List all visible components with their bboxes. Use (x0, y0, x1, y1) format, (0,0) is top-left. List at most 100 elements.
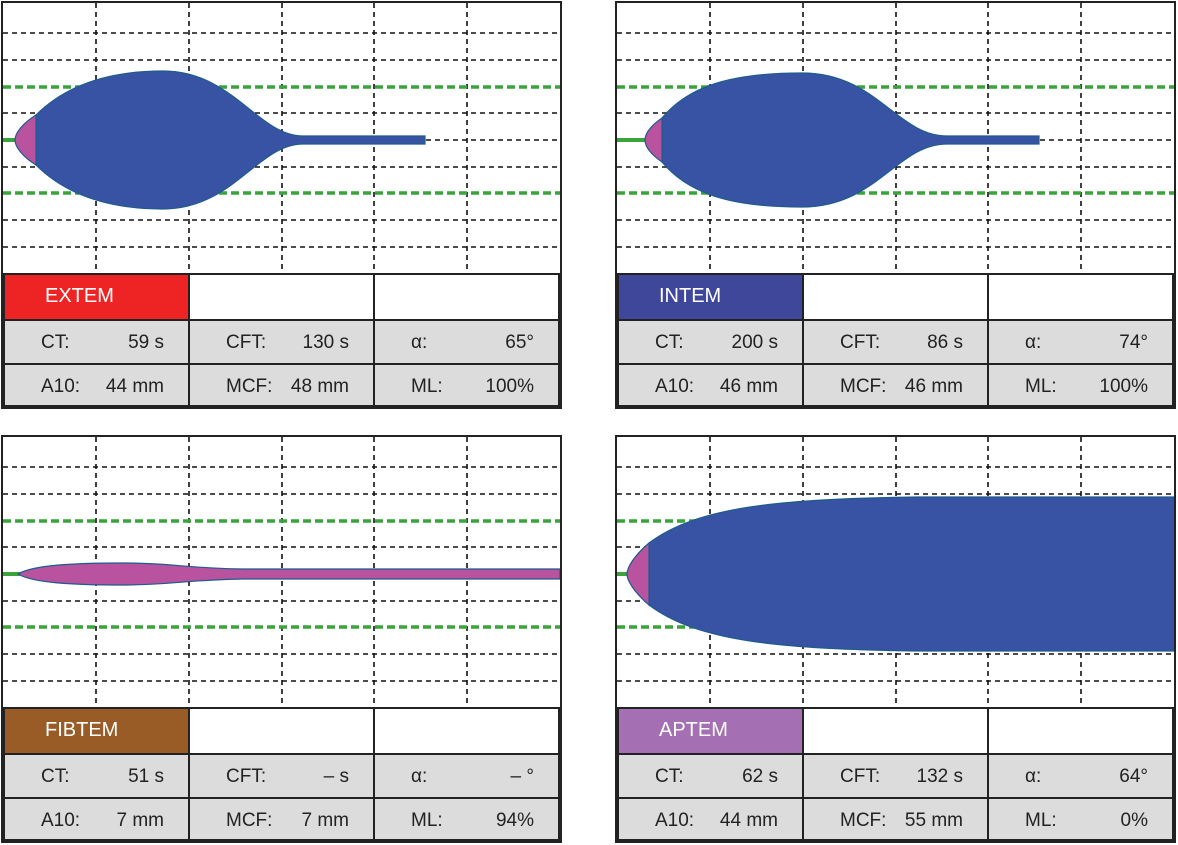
assay-label: FIBTEM (3, 707, 190, 755)
temogram (617, 3, 1174, 273)
parameter-name: ML: (1025, 376, 1057, 397)
parameter-value: 94% (495, 810, 534, 831)
clot-trace (35, 70, 426, 210)
parameter-value: 46 mm (719, 376, 778, 397)
parameter-value: 46 mm (904, 376, 963, 397)
parameter-name: α: (411, 766, 428, 787)
parameter-name: CT: (41, 332, 70, 353)
parameter-value: 130 s (302, 332, 349, 353)
parameter-name: MCF: (840, 376, 887, 397)
empty-cell (802, 707, 989, 755)
parameter-name: α: (411, 332, 428, 353)
parameter-cell: A10: 7 mm (3, 797, 190, 841)
parameter-cell: MCF: 7 mm (188, 797, 375, 841)
parameter-value: 62 s (742, 766, 778, 787)
clot-trace (661, 72, 1040, 208)
clot-trace (648, 496, 1174, 652)
panel-intem: INTEM CT: 200 s CFT: 86 s α: 74° A10: 46… (615, 1, 1176, 409)
parameter-name: ML: (411, 810, 443, 831)
parameter-value: 100% (1099, 376, 1148, 397)
parameter-value: 44 mm (105, 376, 164, 397)
parameter-cell: CT: 59 s (3, 319, 190, 365)
parameter-cell: ML: 0% (987, 797, 1174, 841)
parameter-cell: ML: 94% (373, 797, 560, 841)
assay-label: APTEM (617, 707, 804, 755)
parameter-cell: ML: 100% (373, 363, 560, 407)
parameter-cell: ML: 100% (987, 363, 1174, 407)
parameter-value: 7 mm (116, 810, 165, 831)
parameter-value: 132 s (916, 766, 963, 787)
parameter-cell: A10: 44 mm (3, 363, 190, 407)
temogram (3, 3, 560, 273)
parameter-value: 74° (1119, 332, 1148, 353)
parameter-name: MCF: (226, 810, 273, 831)
parameter-cell: CFT: 132 s (802, 753, 989, 799)
early-phase-trace (14, 113, 37, 167)
parameter-value: 86 s (927, 332, 963, 353)
panel-fibtem: FIBTEM CT: 51 s CFT: – s α: – ° A10: 7 m… (1, 435, 562, 843)
parameter-cell: MCF: 46 mm (802, 363, 989, 407)
parameter-name: A10: (41, 810, 81, 831)
empty-cell (987, 707, 1174, 755)
results-table: FIBTEM CT: 51 s CFT: – s α: – ° A10: 7 m… (3, 707, 560, 841)
parameter-cell: CFT: 130 s (188, 319, 375, 365)
parameter-cell: CFT: – s (188, 753, 375, 799)
parameter-value: – ° (510, 766, 534, 787)
parameter-name: CFT: (840, 766, 881, 787)
parameter-name: CT: (41, 766, 70, 787)
early-phase-trace (644, 116, 663, 164)
parameter-value: 0% (1120, 810, 1148, 831)
parameter-name: CFT: (840, 332, 881, 353)
parameter-value: 65° (505, 332, 534, 353)
empty-cell (373, 707, 560, 755)
parameter-value: 200 s (731, 332, 778, 353)
parameter-value: 55 mm (904, 810, 963, 831)
parameter-name: MCF: (226, 376, 273, 397)
empty-cell (188, 273, 375, 321)
empty-cell (802, 273, 989, 321)
temogram (617, 437, 1174, 707)
parameter-cell: α: 74° (987, 319, 1174, 365)
panel-extem: EXTEM CT: 59 s CFT: 130 s α: 65° A10: 44… (1, 1, 562, 409)
parameter-cell: CFT: 86 s (802, 319, 989, 365)
early-phase-trace (626, 541, 650, 607)
parameter-name: A10: (41, 376, 81, 397)
parameter-name: α: (1025, 332, 1042, 353)
empty-cell (373, 273, 560, 321)
panel-aptem: APTEM CT: 62 s CFT: 132 s α: 64° A10: 44… (615, 435, 1176, 843)
parameter-value: – s (323, 766, 349, 787)
assay-label: EXTEM (3, 273, 190, 321)
parameter-value: 48 mm (290, 376, 349, 397)
parameter-name: CFT: (226, 766, 267, 787)
parameter-cell: MCF: 48 mm (188, 363, 375, 407)
parameter-name: MCF: (840, 810, 887, 831)
parameter-cell: α: – ° (373, 753, 560, 799)
parameter-cell: CT: 62 s (617, 753, 804, 799)
parameter-value: 100% (485, 376, 534, 397)
parameter-cell: CT: 51 s (3, 753, 190, 799)
parameter-value: 59 s (128, 332, 164, 353)
parameter-name: CT: (655, 332, 684, 353)
parameter-name: ML: (411, 376, 443, 397)
parameter-cell: A10: 44 mm (617, 797, 804, 841)
parameter-value: 64° (1119, 766, 1148, 787)
parameter-value: 44 mm (719, 810, 778, 831)
parameter-name: ML: (1025, 810, 1057, 831)
parameter-value: 51 s (128, 766, 164, 787)
parameter-name: A10: (655, 810, 695, 831)
parameter-value: 7 mm (301, 810, 350, 831)
results-table: EXTEM CT: 59 s CFT: 130 s α: 65° A10: 44… (3, 273, 560, 407)
empty-cell (987, 273, 1174, 321)
parameter-name: CT: (655, 766, 684, 787)
parameter-cell: α: 64° (987, 753, 1174, 799)
parameter-cell: A10: 46 mm (617, 363, 804, 407)
results-table: INTEM CT: 200 s CFT: 86 s α: 74° A10: 46… (617, 273, 1174, 407)
temogram (3, 437, 560, 707)
results-table: APTEM CT: 62 s CFT: 132 s α: 64° A10: 44… (617, 707, 1174, 841)
parameter-cell: MCF: 55 mm (802, 797, 989, 841)
parameter-name: α: (1025, 766, 1042, 787)
parameter-name: CFT: (226, 332, 267, 353)
assay-label: INTEM (617, 273, 804, 321)
parameter-cell: CT: 200 s (617, 319, 804, 365)
parameter-name: A10: (655, 376, 695, 397)
